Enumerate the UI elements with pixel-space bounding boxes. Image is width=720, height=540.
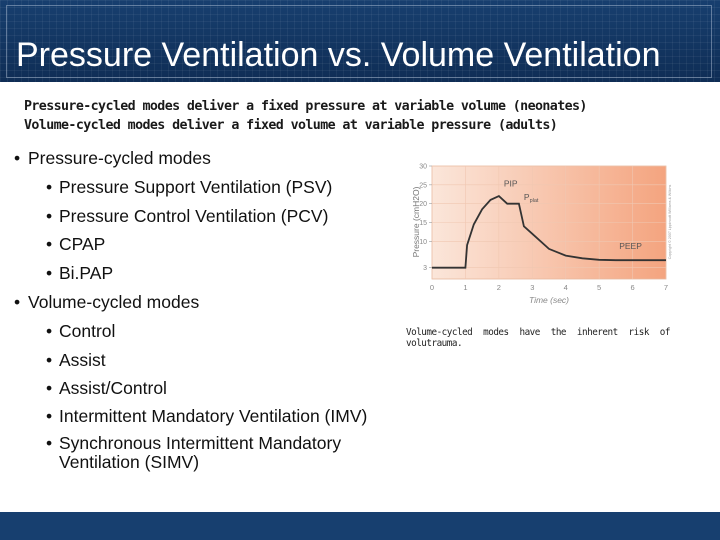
bullet-list: Pressure-cycled modes Pressure Support V… (14, 146, 394, 478)
slide-subtitle: Pressure-cycled modes deliver a fixed pr… (24, 97, 587, 135)
x-tick-label: 6 (630, 283, 634, 292)
slide-title: Pressure Ventilation vs. Volume Ventilat… (16, 36, 661, 74)
x-tick-label: 5 (597, 283, 601, 292)
x-tick-label: 0 (430, 283, 434, 292)
y-tick-label: 25 (419, 182, 427, 189)
subtitle-line: Pressure-cycled modes deliver a fixed pr… (24, 99, 587, 114)
bullet-pcv: Pressure Control Ventilation (PCV) (14, 204, 394, 228)
y-tick-label: 3 (423, 265, 427, 272)
x-tick-label: 1 (463, 283, 467, 292)
title-bar: Pressure Ventilation vs. Volume Ventilat… (0, 0, 720, 82)
bullet-assist: Assist (14, 348, 394, 372)
footer-bar (0, 512, 720, 540)
y-tick-label: 10 (419, 239, 427, 246)
bullet-simv: Synchronous Intermittent Mandatory Venti… (14, 432, 394, 472)
x-tick-label: 7 (664, 283, 668, 292)
x-axis-label: Time (sec) (529, 295, 569, 305)
y-tick-label: 30 (419, 164, 427, 171)
bullet-control: Control (14, 319, 394, 343)
y-tick-label: 20 (419, 201, 427, 208)
bullet-pressure-cycled: Pressure-cycled modes (14, 146, 394, 170)
bullet-volume-cycled: Volume-cycled modes (14, 290, 394, 314)
bullet-assist-control: Assist/Control (14, 376, 394, 400)
x-tick-label: 4 (564, 283, 568, 292)
bullet-imv: Intermittent Mandatory Ventilation (IMV) (14, 405, 394, 427)
x-tick-label: 3 (530, 283, 534, 292)
annotation-peep: PEEP (619, 241, 642, 251)
subtitle-line: Volume-cycled modes deliver a fixed volu… (24, 118, 558, 133)
series-line-pressure (432, 195, 666, 269)
bullet-cpap: CPAP (14, 232, 394, 256)
annotation-pip: PIP (504, 179, 518, 189)
bullet-bipap: Bi.PAP (14, 261, 394, 285)
chart-ticks: 0 1 2 3 4 5 6 7 3 10 15 20 25 30 (419, 164, 668, 293)
bullet-psv: Pressure Support Ventilation (PSV) (14, 175, 394, 199)
chart-side-caption: Copyright © 2007 Lippincott Williams & W… (668, 185, 672, 260)
y-tick-label: 15 (419, 220, 427, 227)
title-border (6, 5, 712, 78)
x-tick-label: 2 (497, 283, 501, 292)
y-axis-label: Pressure (cmH2O) (411, 186, 421, 257)
volutrauma-note: Volume-cycled modes have the inherent ri… (406, 327, 671, 349)
